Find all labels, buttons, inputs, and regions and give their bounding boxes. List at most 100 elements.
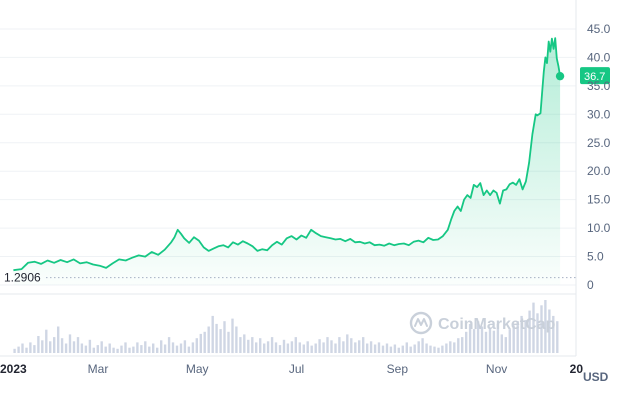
volume-bar [516,321,519,353]
volume-bar [480,326,484,353]
volume-bar [385,343,389,353]
volume-bar [476,321,480,353]
volume-bar [354,342,357,353]
volume-bar [393,344,397,353]
y-tick-label: 0 [587,278,594,292]
volume-bar [25,347,28,353]
price-line [13,37,561,272]
volume-bar [144,341,147,353]
volume-bar [266,341,270,353]
volume-bar [255,342,258,353]
volume-bar [417,341,420,353]
volume-bar [88,339,92,354]
volume-bar [124,342,127,353]
volume-bar [496,323,500,354]
volume-bar [171,342,175,353]
volume-bar [445,343,448,353]
volume-bar [330,340,333,353]
volume-bar [425,343,428,353]
volume-bar [437,347,440,353]
volume-bar [33,345,36,353]
volume-bar [504,337,507,353]
volume-bar [156,347,159,353]
volume-bar [484,331,488,353]
y-tick-label: 35.0 [587,79,611,93]
volume-bars [13,300,559,354]
y-tick-label: 5.0 [587,250,604,264]
x-tick-label: Mar [88,362,109,376]
volume-bar [108,343,111,353]
volume-bar [381,345,385,353]
volume-bar [84,345,88,353]
volume-bar [263,343,266,353]
volume-bar [167,337,171,353]
volume-bar [358,340,361,353]
volume-bar [488,327,492,353]
y-tick-label: 10.0 [587,221,611,235]
volume-bar [37,336,40,353]
volume-bar [72,341,76,353]
volume-bar [449,341,452,353]
volume-bar [203,331,206,353]
volume-bar [191,342,195,353]
volume-bar [548,309,551,353]
volume-bar [49,341,52,353]
y-tick-label: 20.0 [587,164,611,178]
volume-bar [96,345,99,353]
volume-bar [199,333,202,353]
volume-bar [552,315,555,353]
volume-bar [409,346,412,353]
volume-bar [461,337,464,353]
volume-bar [140,345,143,353]
volume-bar [219,329,222,353]
volume-bar [413,344,416,353]
volume-bar [294,337,297,353]
volume-bar [338,337,341,353]
volume-bar [239,337,242,353]
volume-bar [60,338,64,353]
volume-bar [270,337,274,353]
volume-bar [148,346,151,353]
volume-bar [183,340,187,353]
volume-bar [132,346,135,353]
y-tick-label: 15.0 [587,193,611,207]
volume-bar [472,329,476,353]
current-price-label: 36.7 [584,71,605,83]
volume-bar [104,346,107,353]
volume-bar [429,345,432,353]
volume-bar [215,323,218,354]
volume-bar [29,342,32,353]
y-tick-label: 30.0 [587,107,611,121]
volume-bar [92,347,95,353]
volume-bar [512,325,515,353]
volume-bar [136,342,139,353]
volume-bar [362,337,365,353]
volume-bar [524,320,527,353]
volume-bar [433,346,436,353]
price-area [13,38,561,285]
volume-bar [310,345,313,353]
volume-bar [128,347,131,353]
volume-bar [13,348,16,353]
volume-bar [282,339,286,354]
volume-bar [259,338,262,353]
volume-bar [326,337,329,353]
volume-bar [223,321,226,353]
volume-bar [211,315,214,353]
volume-bar [373,344,377,353]
volume-bar [274,342,278,353]
y-tick-label: 40.0 [587,50,611,64]
volume-bar [528,310,531,353]
volume-bar [366,343,369,353]
volume-bar [120,345,123,353]
volume-bar [544,300,547,353]
volume-bar [318,339,321,353]
volume-bar [389,346,393,353]
volume-bar [302,344,305,353]
x-tick-label: Nov [486,362,507,376]
volume-bar [160,340,163,353]
volume-bar [298,342,301,353]
volume-bar [207,326,210,353]
volume-bar [76,337,80,353]
volume-bar [152,343,155,353]
